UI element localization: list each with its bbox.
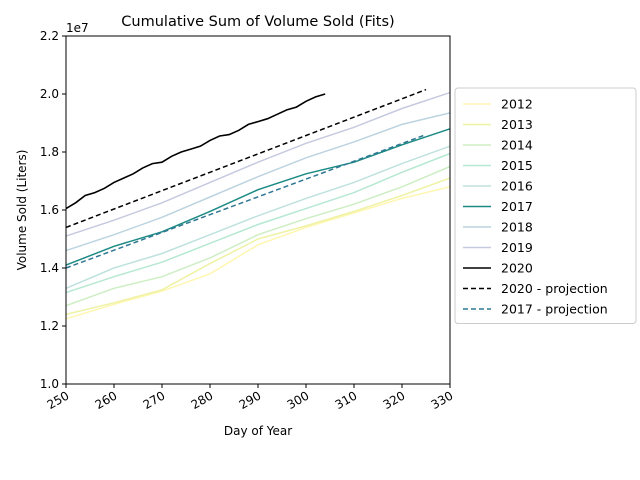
series-line-2013 [65, 177, 451, 316]
series-line-2020 [65, 93, 326, 210]
legend-label: 2016 [501, 179, 533, 194]
y-axis-label: Volume Sold (Liters) [15, 150, 29, 271]
legend-label: 2014 [501, 138, 533, 153]
y-axis-exponent: 1e7 [66, 21, 89, 35]
series-layer [65, 88, 451, 320]
series-line-2014 [65, 165, 451, 307]
series-line-2020-projection [65, 88, 427, 229]
x-tick-label: 330 [429, 388, 456, 412]
x-tick-label: 300 [285, 388, 312, 412]
legend-label: 2020 - projection [501, 281, 608, 296]
legend-label: 2018 [501, 220, 533, 235]
series-line-2017-projection [65, 133, 427, 269]
x-tick-label: 290 [237, 388, 264, 412]
x-tick-label: 270 [141, 388, 168, 412]
chart-title: Cumulative Sum of Volume Sold (Fits) [121, 14, 394, 30]
series-line-2019 [65, 91, 451, 237]
legend-label: 2015 [501, 158, 533, 173]
series-line-2017 [65, 128, 451, 266]
y-tick-label: 2.2 [40, 29, 59, 43]
x-tick-label: 250 [45, 388, 72, 412]
series-line-2012 [65, 186, 451, 320]
y-tick-label: 1.2 [40, 319, 59, 333]
x-tick-label: 260 [93, 388, 120, 412]
legend-label: 2012 [501, 97, 533, 112]
legend-box [454, 87, 637, 324]
series-line-2016 [65, 145, 451, 289]
y-tick-label: 1.8 [40, 145, 59, 159]
y-tick-label: 1.0 [40, 377, 59, 391]
y-tick-label: 1.4 [40, 261, 59, 275]
axes-frame [65, 35, 451, 385]
legend-label: 2020 [501, 261, 533, 276]
y-tick-label: 2.0 [40, 87, 59, 101]
legend-label: 2013 [501, 117, 533, 132]
x-tick-label: 320 [381, 388, 408, 412]
legend-label: 2017 [501, 199, 533, 214]
legend-label: 2019 [501, 240, 533, 255]
y-tick-label: 1.6 [40, 203, 59, 217]
x-axis-label: Day of Year [224, 424, 292, 438]
series-line-2018 [65, 112, 451, 252]
x-tick-label: 280 [189, 388, 216, 412]
legend-label: 2017 - projection [501, 302, 608, 317]
legend: 2012 2013 2014 2015 2016 2017 2018 2019 2020 2020… [454, 87, 637, 324]
x-tick-label: 310 [333, 388, 360, 412]
series-line-2015 [65, 152, 451, 294]
